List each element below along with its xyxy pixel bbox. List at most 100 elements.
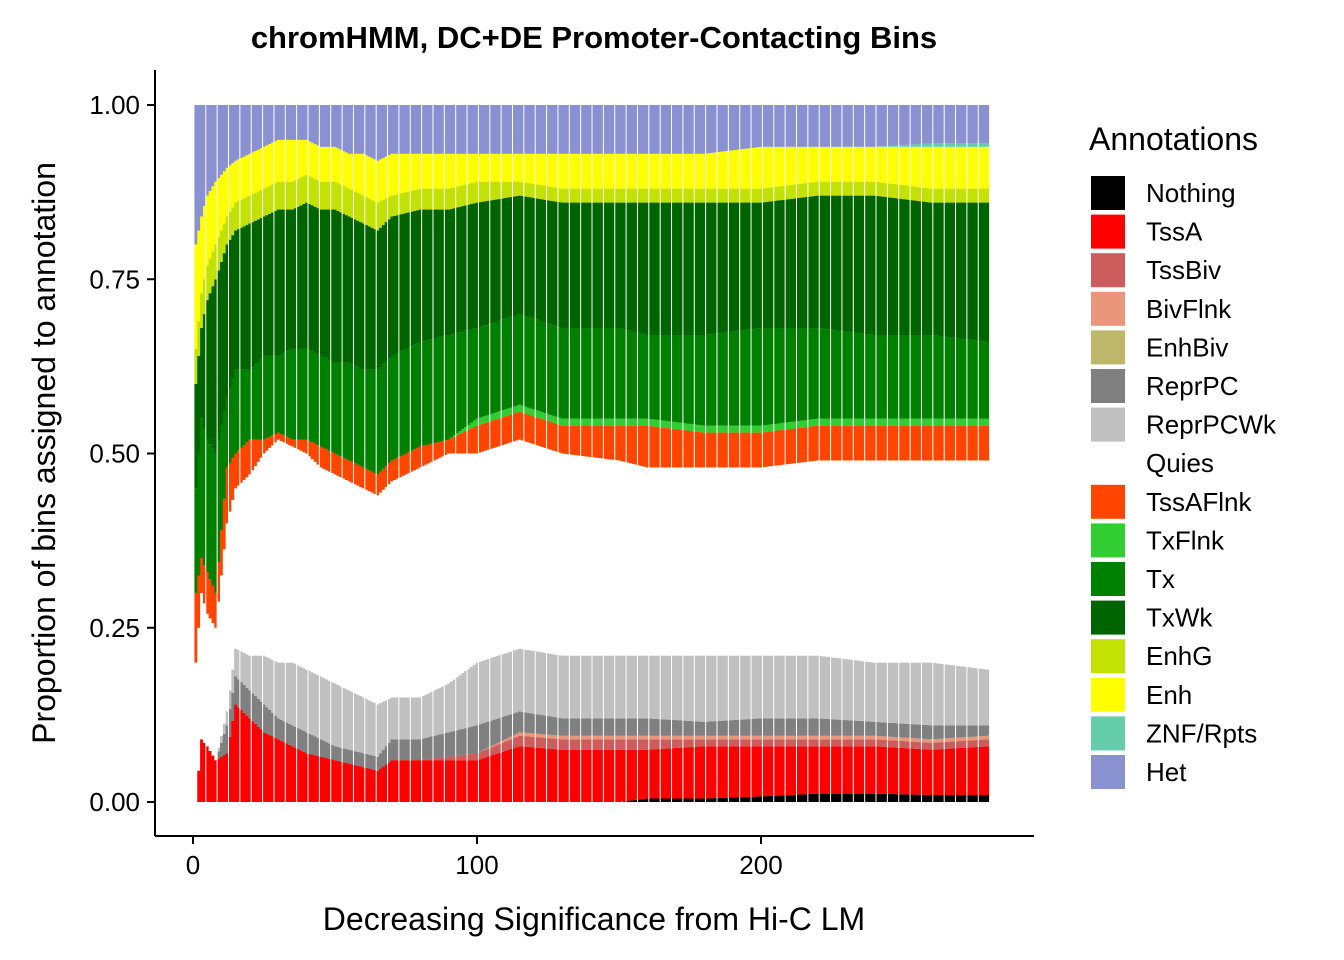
bar-segment <box>878 662 883 723</box>
bar-segment <box>492 153 496 182</box>
bar-segment <box>231 692 235 721</box>
bar-segment <box>373 493 377 704</box>
bar-segment <box>512 735 516 739</box>
bar-segment <box>515 712 519 734</box>
y-tick-label: 0.00 <box>89 787 140 817</box>
bar-segment <box>674 335 678 423</box>
bar-column <box>978 105 982 802</box>
bar-segment <box>600 655 604 719</box>
bar-segment <box>373 769 377 802</box>
bar-segment <box>722 432 726 468</box>
bar-segment <box>367 768 371 802</box>
bar-segment <box>924 662 928 725</box>
bar-segment <box>492 105 496 154</box>
bar-segment <box>986 746 991 796</box>
bar-segment <box>714 188 718 203</box>
bar-segment <box>631 463 636 656</box>
bar-segment <box>308 440 312 457</box>
bar-segment <box>816 655 820 719</box>
bar-segment <box>776 105 780 147</box>
bar-segment <box>941 188 945 203</box>
bar-segment <box>958 747 962 796</box>
bar-segment <box>381 701 386 750</box>
bar-segment <box>342 151 346 186</box>
bar-segment <box>501 105 505 154</box>
bar-segment <box>651 655 655 719</box>
bar-segment <box>765 466 769 656</box>
bar-segment <box>623 718 627 736</box>
bar-segment <box>802 427 806 463</box>
bar-segment <box>731 735 735 740</box>
bar-segment <box>807 146 812 183</box>
bar-segment <box>881 460 885 663</box>
bar-segment <box>685 153 689 189</box>
bar-segment <box>787 422 792 430</box>
bar-segment <box>827 418 831 426</box>
bar-segment <box>376 495 380 705</box>
bar-segment <box>813 746 817 794</box>
bar-segment <box>518 105 522 154</box>
bar-segment <box>574 718 579 736</box>
bar-segment <box>293 139 298 181</box>
bar-segment <box>756 718 760 736</box>
bar-segment <box>839 146 843 182</box>
bar-segment <box>450 153 454 188</box>
bar-segment <box>205 571 210 614</box>
bar-segment <box>200 739 204 802</box>
bar-segment <box>333 683 337 747</box>
bar-segment <box>489 746 494 748</box>
bar-segment <box>876 662 880 723</box>
bar-segment <box>503 318 508 410</box>
bar-segment <box>947 202 951 338</box>
bar-segment <box>475 418 479 426</box>
bar-column <box>912 105 917 802</box>
bar-segment <box>361 697 366 754</box>
bar-segment <box>577 328 582 419</box>
bar-segment <box>529 415 533 444</box>
bar-segment <box>222 734 227 755</box>
bar-segment <box>333 474 337 684</box>
bar-segment <box>302 348 306 440</box>
bar-segment <box>239 447 244 483</box>
bar-segment <box>509 153 513 182</box>
bar-column <box>245 105 249 802</box>
bar-segment <box>671 719 675 736</box>
bar-segment <box>467 330 471 425</box>
bar-segment <box>555 187 559 202</box>
bar-segment <box>705 425 709 433</box>
bar-segment <box>907 737 911 742</box>
bar-segment <box>532 444 536 651</box>
bar-segment <box>813 425 817 461</box>
bar-segment <box>736 655 741 720</box>
bar-segment <box>546 200 550 324</box>
bar-segment <box>611 718 616 736</box>
bar-segment <box>878 146 883 183</box>
bar-segment <box>770 328 775 425</box>
bar-segment <box>518 411 522 440</box>
bar-segment <box>918 742 922 750</box>
bar-segment <box>268 735 272 802</box>
bar-segment <box>327 743 332 759</box>
bar-segment <box>376 230 380 370</box>
bar-segment <box>753 432 758 468</box>
bar-segment <box>665 428 670 468</box>
bar-segment <box>955 202 959 339</box>
bar-column <box>350 105 354 802</box>
bar-segment <box>929 662 934 726</box>
bar-segment <box>219 575 224 736</box>
bar-column <box>413 105 417 802</box>
bar-segment <box>467 105 471 154</box>
bar-segment <box>219 425 224 531</box>
bar-column <box>739 105 743 802</box>
bar-segment <box>915 724 920 739</box>
bar-segment <box>574 425 579 456</box>
bar-segment <box>927 662 931 726</box>
bar-segment <box>549 186 553 201</box>
legend-items: NothingTssATssBivBivFlnkEnhBivReprPCRepr… <box>1091 176 1277 789</box>
bar-segment <box>768 466 772 656</box>
bar-column <box>265 105 269 802</box>
bar-column <box>543 105 547 802</box>
bar-column <box>651 105 655 802</box>
bar-segment <box>947 748 951 796</box>
bar-segment <box>438 441 442 458</box>
